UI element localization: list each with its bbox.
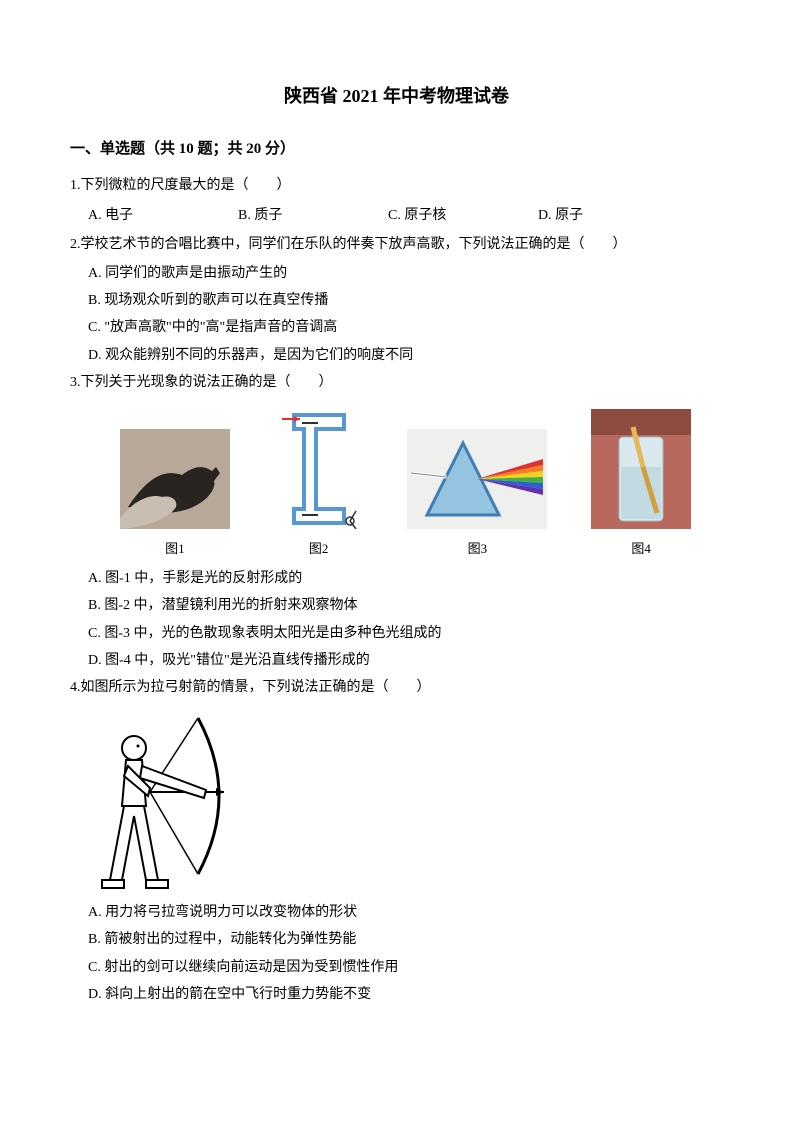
- section-header: 一、单选题（共 10 题；共 20 分）: [70, 136, 723, 163]
- q2-option-d: D. 观众能辨别不同的乐器声，是因为它们的响度不同: [88, 343, 723, 368]
- question-3-figures: 图1 图2 图3: [88, 399, 723, 566]
- figure-1: 图1: [120, 429, 230, 560]
- q4-option-c: C. 射出的剑可以继续向前运动是因为受到惯性作用: [88, 955, 723, 980]
- question-3-options: A. 图-1 中，手影是光的反射形成的 B. 图-2 中，潜望镜利用光的折射来观…: [70, 566, 723, 673]
- periscope-icon: [274, 409, 364, 529]
- figure-4-caption: 图4: [631, 537, 651, 560]
- q1-option-b: B. 质子: [238, 203, 388, 228]
- q1-option-a: A. 电子: [88, 203, 238, 228]
- figure-3-caption: 图3: [468, 537, 488, 560]
- figure-1-caption: 图1: [165, 537, 185, 560]
- figure-2-caption: 图2: [309, 537, 329, 560]
- question-4-stem: 4.如图所示为拉弓射箭的情景，下列说法正确的是（ ）: [70, 675, 723, 700]
- figure-3: 图3: [407, 429, 547, 560]
- question-1-options: A. 电子 B. 质子 C. 原子核 D. 原子: [70, 203, 723, 228]
- q4-option-b: B. 箭被射出的过程中，动能转化为弹性势能: [88, 927, 723, 952]
- q2-option-b: B. 现场观众听到的歌声可以在真空传播: [88, 288, 723, 313]
- q4-option-d: D. 斜向上射出的箭在空中飞行时重力势能不变: [88, 982, 723, 1007]
- figure-2: 图2: [274, 409, 364, 560]
- q3-option-d: D. 图-4 中，吸光"错位"是光沿直线传播形成的: [88, 648, 723, 673]
- q3-option-a: A. 图-1 中，手影是光的反射形成的: [88, 566, 723, 591]
- page-title: 陕西省 2021 年中考物理试卷: [70, 80, 723, 112]
- q1-option-d: D. 原子: [538, 203, 688, 228]
- question-2-stem: 2.学校艺术节的合唱比赛中，同学们在乐队的伴奏下放声高歌，下列说法正确的是（ ）: [70, 232, 723, 257]
- refraction-glass-icon: [591, 409, 691, 529]
- q4-option-a: A. 用力将弓拉弯说明力可以改变物体的形状: [88, 900, 723, 925]
- question-4-options: A. 用力将弓拉弯说明力可以改变物体的形状 B. 箭被射出的过程中，动能转化为弹…: [70, 900, 723, 1007]
- q3-option-c: C. 图-3 中，光的色散现象表明太阳光是由多种色光组成的: [88, 621, 723, 646]
- q2-option-a: A. 同学们的歌声是由振动产生的: [88, 261, 723, 286]
- figure-4: 图4: [591, 409, 691, 560]
- prism-icon: [407, 429, 547, 529]
- hand-shadow-icon: [120, 429, 230, 529]
- archer-icon: [88, 704, 248, 894]
- q2-option-c: C. "放声高歌"中的"高"是指声音的音调高: [88, 315, 723, 340]
- q1-option-c: C. 原子核: [388, 203, 538, 228]
- question-1-stem: 1.下列微粒的尺度最大的是（ ）: [70, 173, 723, 198]
- question-2-options: A. 同学们的歌声是由振动产生的 B. 现场观众听到的歌声可以在真空传播 C. …: [70, 261, 723, 368]
- archer-figure: [88, 704, 723, 894]
- q3-option-b: B. 图-2 中，潜望镜利用光的折射来观察物体: [88, 593, 723, 618]
- question-3-stem: 3.下列关于光现象的说法正确的是（ ）: [70, 370, 723, 395]
